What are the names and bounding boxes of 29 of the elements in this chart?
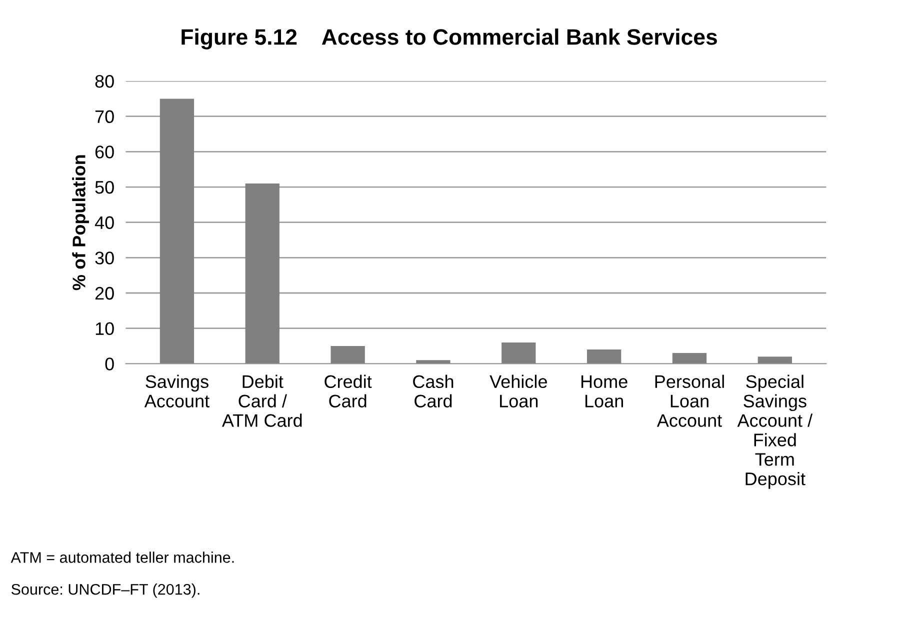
bar [245, 183, 280, 364]
bar [586, 350, 622, 364]
y-axis-title: % of Population [72, 155, 89, 290]
y-tick-label: 20 [95, 286, 114, 300]
x-tick-label: Vehicle Loan [490, 374, 547, 408]
y-tick-label: 0 [105, 358, 114, 370]
y-tick-label: 50 [95, 180, 114, 194]
text: ATM = automated teller machine. [10, 552, 234, 563]
y-tick-label: 40 [94, 216, 114, 230]
x-tick-label: Special Savings Account / Fixed Term Deposit [737, 374, 813, 489]
x-tick-label: Cash Card [413, 374, 454, 408]
x-tick-label: Credit Card [324, 374, 372, 408]
bar [672, 353, 707, 364]
chart-title: Figure 5.12 Access to Commercial Bank Services [182, 28, 717, 50]
y-tick-label: 70 [95, 110, 114, 124]
source-note: Source: UNCDF–FT (2013). [11, 584, 200, 598]
y-tick-label: 30 [95, 252, 114, 264]
bar [502, 342, 536, 364]
bar [758, 356, 792, 364]
y-tick-label: 60 [95, 146, 114, 158]
x-tick-label: Debit Card / ATM Card [222, 374, 302, 427]
bar [416, 360, 450, 364]
x-tick-label: Home Loan [581, 375, 628, 408]
x-tick-label: Savings Account [144, 374, 210, 408]
x-tick-label: Personal Loan Account [655, 374, 724, 427]
bar [330, 346, 365, 364]
y-tick-label: 80 [95, 74, 114, 88]
y-tick-label: 10 [96, 322, 114, 336]
bar [160, 98, 194, 364]
